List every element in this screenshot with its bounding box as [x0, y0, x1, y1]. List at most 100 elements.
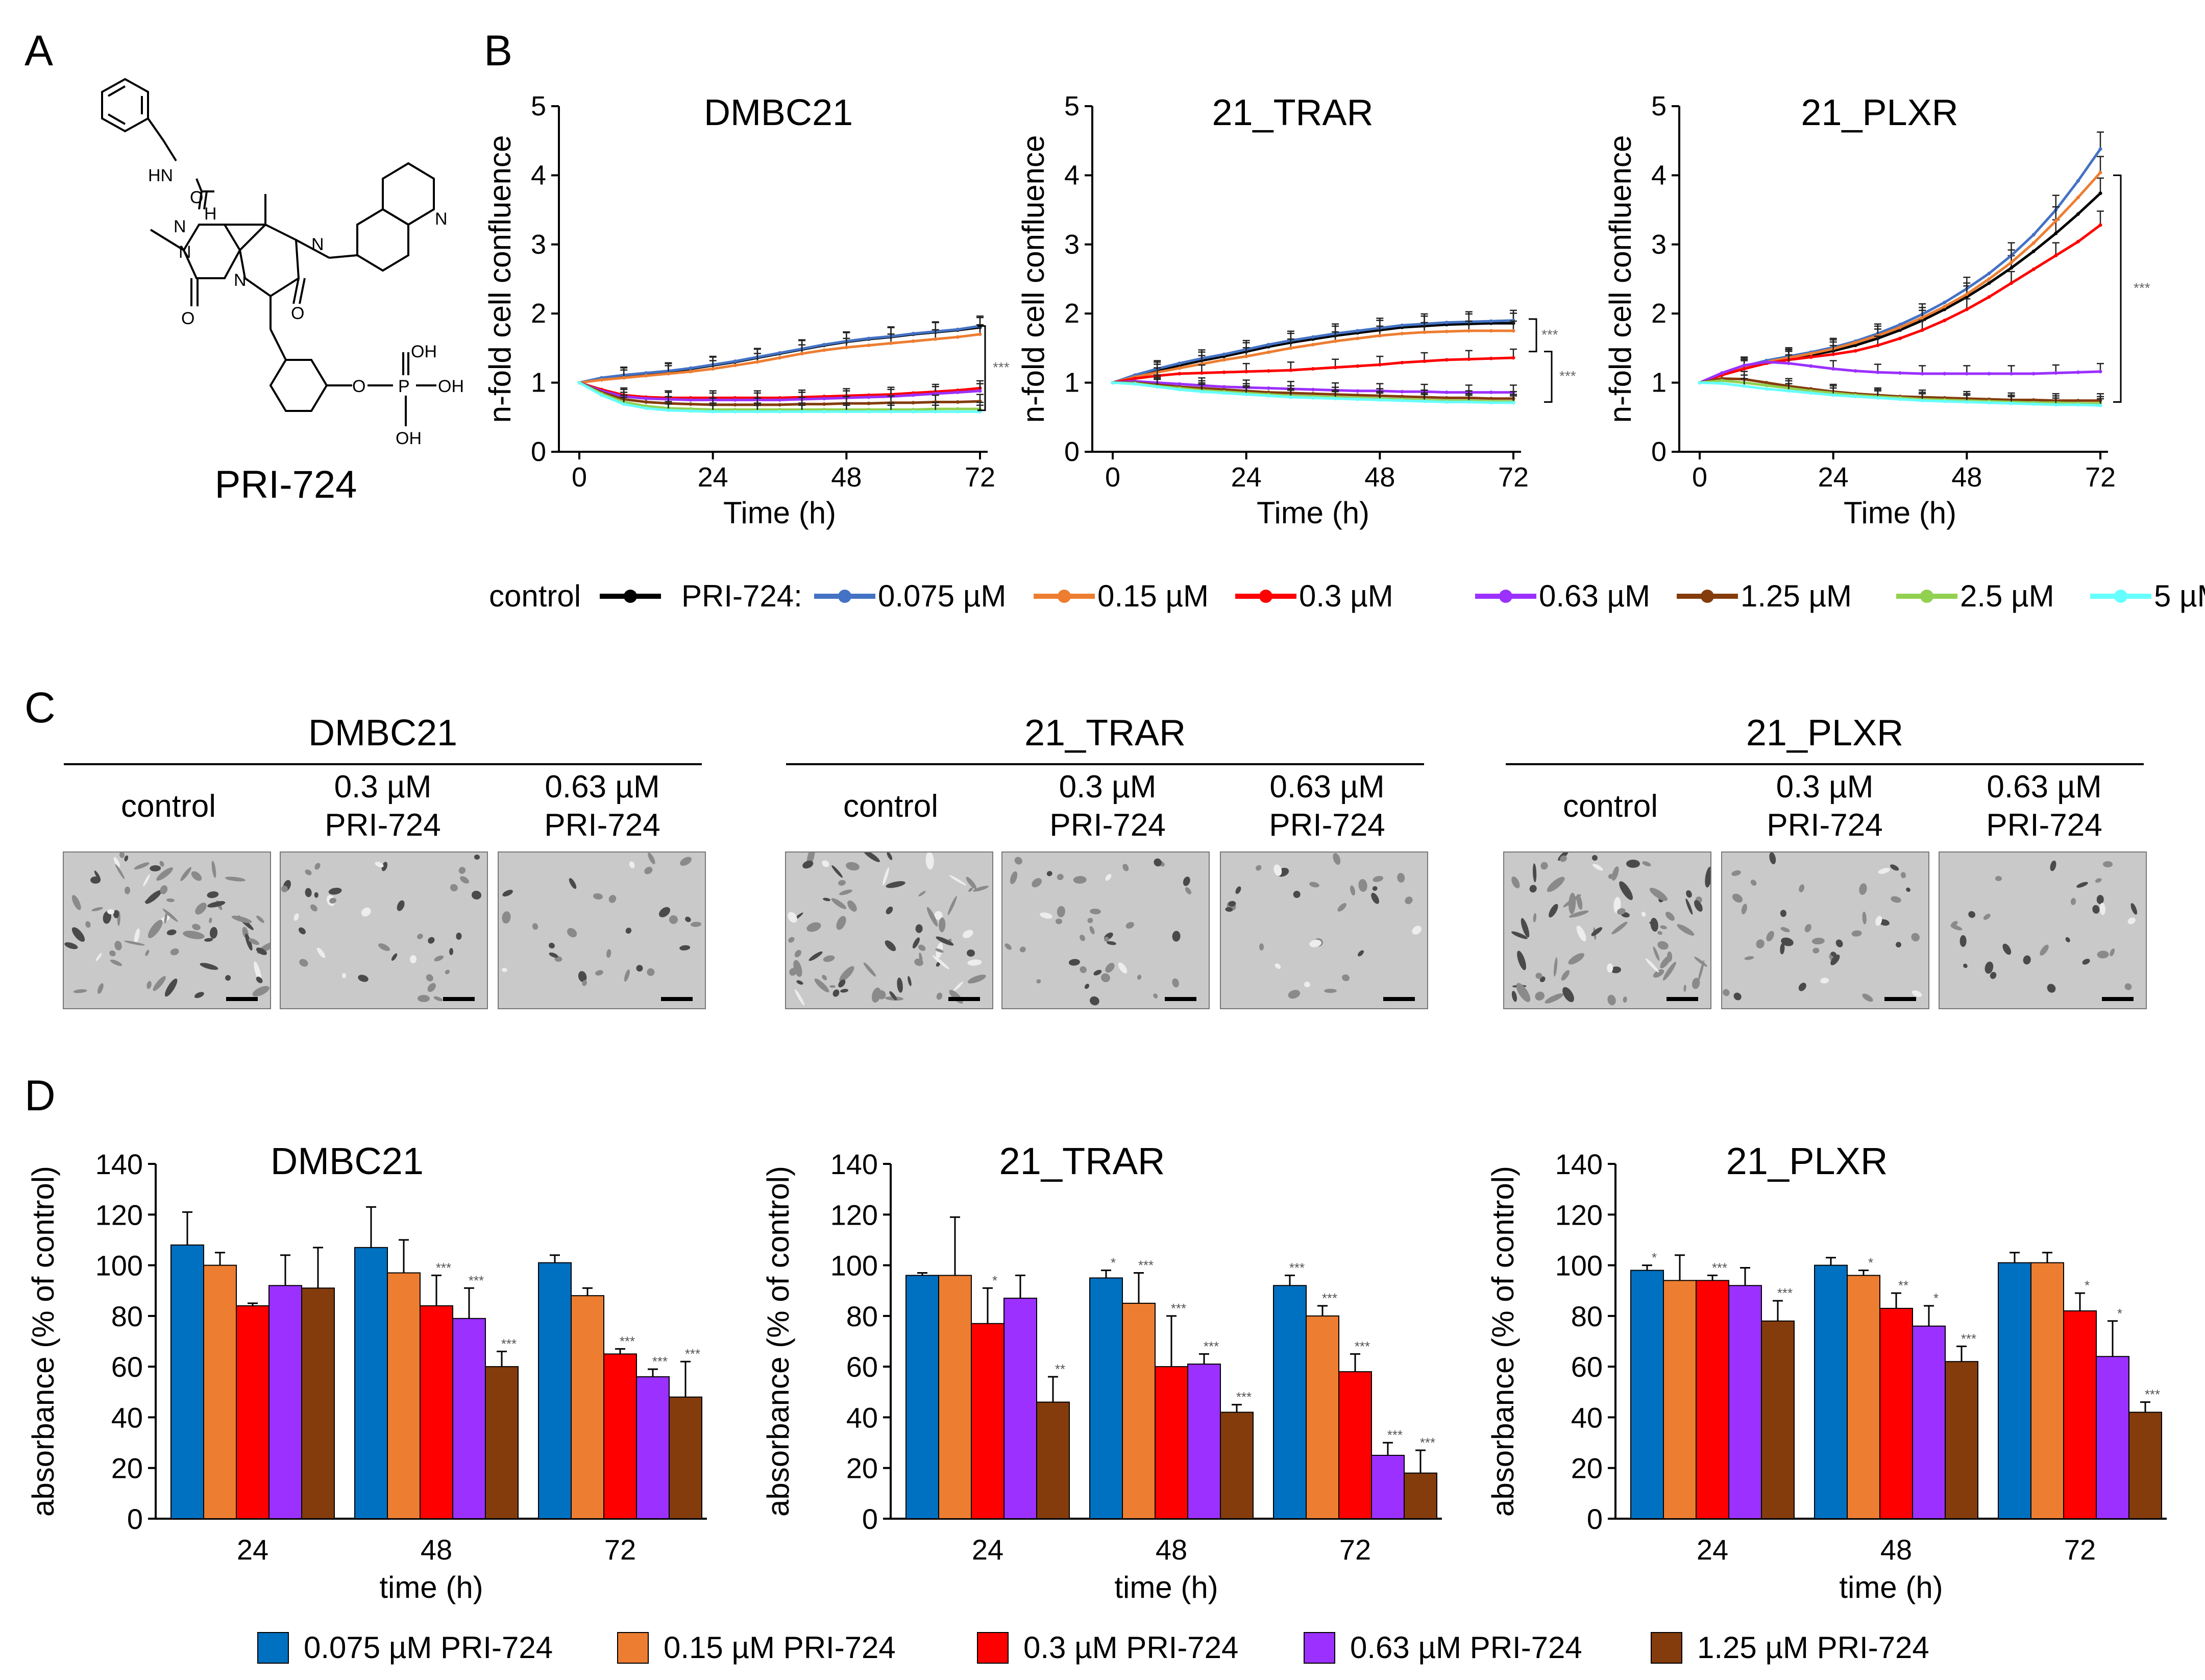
data-point	[1853, 349, 1857, 353]
bar	[1273, 1285, 1307, 1519]
data-point	[1244, 370, 1248, 374]
cell	[1152, 857, 1163, 869]
cell	[936, 991, 944, 1001]
x-tick-label: 48	[421, 1533, 452, 1566]
cell	[1959, 935, 1967, 947]
data-point	[822, 343, 826, 347]
data-point	[1786, 361, 1791, 366]
bracket-line	[2113, 174, 2122, 403]
cell	[1553, 957, 1558, 977]
cell	[1812, 947, 1820, 954]
y-tick-label: 100	[95, 1250, 143, 1282]
cell	[1182, 875, 1191, 888]
data-point	[2054, 219, 2058, 223]
data-point	[1199, 371, 1204, 375]
cell	[1341, 973, 1351, 982]
column-label: PRI-724	[1986, 808, 2102, 843]
bar	[420, 1305, 453, 1519]
cell	[1812, 937, 1825, 945]
column-label: 0.3 µM	[1776, 769, 1874, 805]
cell	[426, 936, 436, 945]
y-tick-label: 120	[830, 1199, 878, 1231]
cell	[862, 853, 881, 864]
cell	[144, 949, 150, 957]
y-tick-label: 0	[1651, 436, 1667, 467]
cell	[1308, 881, 1320, 888]
bar	[1912, 1325, 1946, 1520]
cell	[1121, 863, 1130, 872]
cell	[2038, 943, 2050, 957]
data-point	[1311, 343, 1315, 347]
data-point	[1222, 391, 1226, 395]
y-tick-label: 120	[95, 1199, 143, 1231]
cell	[845, 898, 859, 914]
significance-stars: ***	[1138, 1257, 1154, 1273]
cell	[73, 988, 87, 993]
cell	[166, 928, 177, 936]
column-label: control	[121, 789, 216, 824]
cell	[166, 898, 175, 903]
panel-label-b: B	[484, 27, 512, 75]
cell	[145, 980, 152, 990]
cell	[1078, 964, 1089, 975]
data-point	[1333, 397, 1337, 401]
atom-n1: N	[174, 217, 186, 236]
cell	[1545, 874, 1567, 894]
cell	[113, 940, 123, 952]
data-point	[2031, 402, 2036, 406]
significance-stars: **	[1055, 1361, 1065, 1377]
cell	[1693, 898, 1705, 913]
data-point	[2098, 191, 2102, 196]
series-3	[1111, 348, 1517, 385]
data-point	[1742, 384, 1746, 388]
significance-stars: ***	[1355, 1338, 1370, 1354]
cell	[1510, 990, 1518, 1002]
micrograph	[63, 851, 271, 1009]
significance-stars: ***	[1387, 1427, 1403, 1443]
cell	[1234, 885, 1242, 895]
data-point	[1489, 401, 1493, 405]
data-point	[1400, 323, 1404, 327]
data-point	[1809, 355, 1813, 359]
cell	[835, 914, 848, 932]
data-point	[1400, 389, 1404, 394]
bar	[1879, 1307, 1913, 1520]
series-7	[577, 381, 984, 413]
data-point	[755, 409, 760, 413]
y-tick-label: 20	[846, 1452, 878, 1484]
x-tick-label: 48	[1880, 1533, 1912, 1566]
cell	[1013, 855, 1024, 867]
legend-prefix: PRI-724:	[681, 579, 802, 613]
x-tick-label: 0	[572, 462, 587, 493]
cell	[1116, 961, 1130, 975]
cell	[341, 972, 346, 979]
data-point	[1511, 401, 1515, 405]
data-point	[1178, 372, 1182, 376]
bar	[603, 1353, 637, 1520]
cell	[328, 886, 342, 895]
cell	[1803, 923, 1813, 934]
cell	[1889, 863, 1900, 872]
cell	[1877, 866, 1891, 875]
cell	[2049, 860, 2057, 872]
significance-bracket: ***	[1544, 351, 1576, 403]
bar	[1761, 1320, 1795, 1519]
cell	[315, 946, 327, 960]
y-tick-label: 140	[1555, 1148, 1603, 1180]
line-chart-0: 0 1 2 3 4 5 0 24 48 72 Time (h) n-fold cell conflue…	[483, 91, 995, 530]
data-point	[1698, 381, 1702, 385]
cell	[2099, 903, 2106, 916]
y-tick-label: 80	[1571, 1300, 1603, 1332]
cell	[793, 988, 806, 1007]
data-point	[689, 402, 693, 406]
cell	[883, 938, 898, 953]
column-label: 0.3 µM	[334, 769, 432, 805]
cell	[1259, 943, 1264, 951]
cell	[2075, 880, 2089, 889]
cell	[1136, 974, 1142, 980]
bar	[1404, 1472, 1437, 1519]
cell	[1087, 917, 1094, 924]
data-point	[2076, 212, 2080, 216]
cell	[1515, 949, 1528, 971]
